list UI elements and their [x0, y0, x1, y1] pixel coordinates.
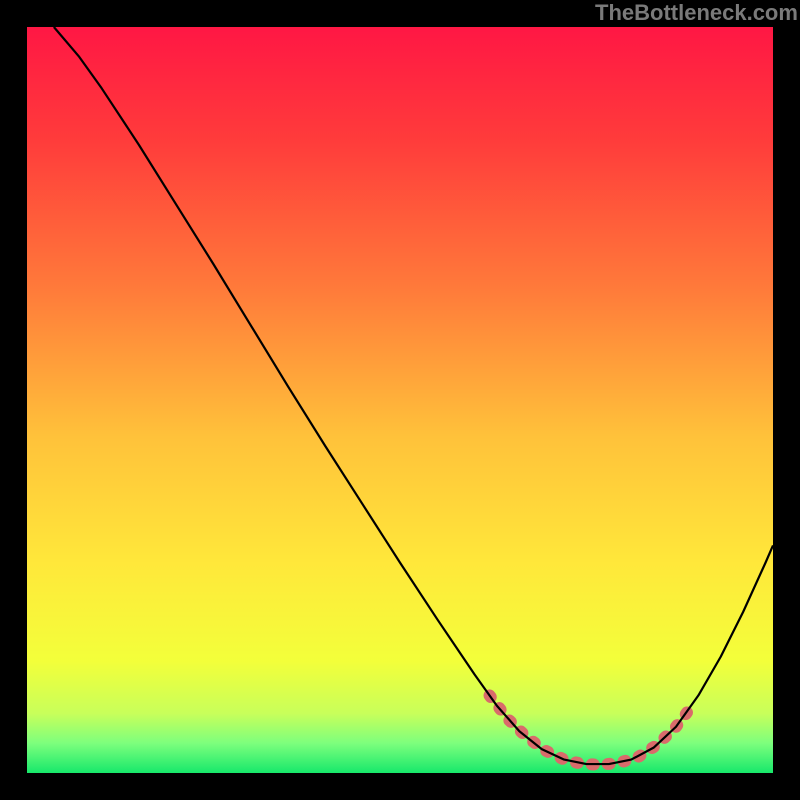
chart-svg: [0, 0, 800, 800]
frame-bottom: [0, 773, 800, 800]
frame-left: [0, 27, 27, 773]
watermark-label: TheBottleneck.com: [595, 0, 798, 26]
frame-right: [773, 27, 800, 773]
plot-background: [27, 27, 773, 773]
